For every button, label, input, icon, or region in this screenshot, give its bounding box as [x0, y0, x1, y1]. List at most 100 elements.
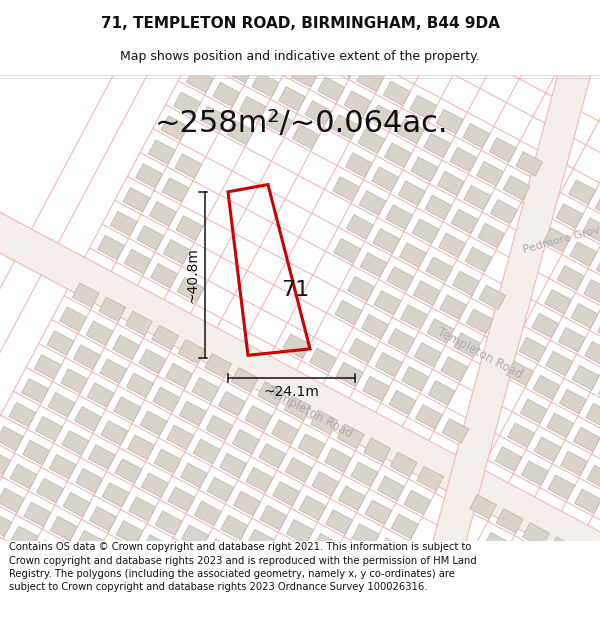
Polygon shape [375, 352, 402, 377]
Polygon shape [73, 345, 100, 369]
Polygon shape [235, 553, 262, 578]
Polygon shape [454, 333, 481, 357]
Polygon shape [176, 216, 203, 240]
Polygon shape [0, 550, 25, 574]
Polygon shape [182, 525, 209, 549]
Polygon shape [88, 444, 115, 469]
Polygon shape [397, 119, 424, 144]
Text: 71, TEMPLETON ROAD, BIRMINGHAM, B44 9DA: 71, TEMPLETON ROAD, BIRMINGHAM, B44 9DA [101, 16, 499, 31]
Polygon shape [169, 549, 196, 573]
Polygon shape [153, 387, 180, 412]
Polygon shape [310, 348, 337, 372]
Polygon shape [59, 307, 86, 331]
Polygon shape [110, 211, 137, 236]
Polygon shape [516, 152, 543, 176]
Polygon shape [207, 478, 234, 502]
Polygon shape [559, 389, 586, 414]
Polygon shape [464, 186, 491, 210]
Polygon shape [595, 194, 600, 219]
Polygon shape [125, 311, 152, 336]
Polygon shape [426, 257, 453, 281]
Polygon shape [47, 331, 74, 355]
Polygon shape [520, 399, 547, 424]
Polygon shape [338, 486, 365, 511]
Polygon shape [377, 476, 404, 501]
Polygon shape [335, 301, 362, 325]
Polygon shape [37, 478, 64, 502]
Polygon shape [476, 161, 503, 186]
Polygon shape [583, 218, 600, 242]
Polygon shape [340, 548, 367, 572]
Polygon shape [358, 129, 385, 153]
Polygon shape [0, 512, 11, 536]
Polygon shape [352, 524, 379, 548]
Text: Contains OS data © Crown copyright and database right 2021. This information is : Contains OS data © Crown copyright and d… [9, 542, 477, 592]
Polygon shape [100, 359, 127, 384]
Polygon shape [359, 191, 386, 215]
Polygon shape [259, 444, 286, 468]
Text: 71: 71 [281, 279, 309, 299]
Polygon shape [272, 420, 298, 444]
Polygon shape [102, 482, 129, 507]
Polygon shape [213, 82, 240, 107]
Text: Pedmore Grove: Pedmore Grove [522, 223, 600, 255]
Polygon shape [415, 404, 442, 429]
Polygon shape [326, 510, 353, 534]
Polygon shape [489, 138, 516, 162]
Polygon shape [304, 39, 331, 63]
Polygon shape [86, 321, 113, 346]
Polygon shape [149, 202, 176, 226]
Polygon shape [404, 490, 431, 515]
Polygon shape [23, 441, 50, 465]
Polygon shape [116, 521, 143, 545]
Polygon shape [463, 124, 490, 148]
Polygon shape [38, 540, 65, 564]
Polygon shape [415, 342, 441, 367]
Polygon shape [360, 253, 387, 277]
Polygon shape [365, 500, 392, 524]
Polygon shape [231, 368, 258, 392]
Polygon shape [10, 464, 37, 489]
Polygon shape [278, 87, 305, 111]
Text: Templeton Road: Templeton Road [435, 326, 525, 381]
Polygon shape [361, 314, 388, 339]
Polygon shape [0, 488, 25, 512]
Polygon shape [470, 494, 497, 519]
Polygon shape [346, 214, 373, 239]
Polygon shape [559, 328, 585, 352]
Polygon shape [490, 199, 517, 224]
Polygon shape [400, 243, 427, 268]
Polygon shape [173, 92, 200, 116]
Polygon shape [391, 514, 418, 539]
Polygon shape [596, 256, 600, 281]
Polygon shape [479, 285, 506, 309]
Polygon shape [192, 378, 219, 402]
Polygon shape [357, 67, 384, 91]
Polygon shape [221, 515, 248, 539]
Polygon shape [218, 391, 245, 416]
Polygon shape [177, 278, 204, 302]
Polygon shape [245, 406, 272, 430]
Polygon shape [386, 205, 413, 229]
Polygon shape [260, 506, 287, 530]
Polygon shape [331, 115, 358, 139]
Polygon shape [569, 180, 596, 204]
Polygon shape [227, 120, 254, 145]
Polygon shape [286, 519, 313, 544]
Polygon shape [155, 511, 182, 536]
Polygon shape [574, 489, 600, 514]
Polygon shape [238, 34, 265, 59]
Polygon shape [549, 537, 576, 561]
Polygon shape [385, 143, 412, 168]
Polygon shape [152, 326, 179, 350]
Polygon shape [137, 226, 164, 250]
Polygon shape [371, 105, 398, 129]
Polygon shape [0, 426, 23, 451]
Polygon shape [148, 140, 175, 164]
Polygon shape [9, 402, 36, 427]
Polygon shape [0, 165, 600, 620]
Polygon shape [208, 539, 235, 564]
Polygon shape [496, 509, 523, 533]
Polygon shape [61, 369, 88, 393]
Polygon shape [77, 531, 104, 555]
